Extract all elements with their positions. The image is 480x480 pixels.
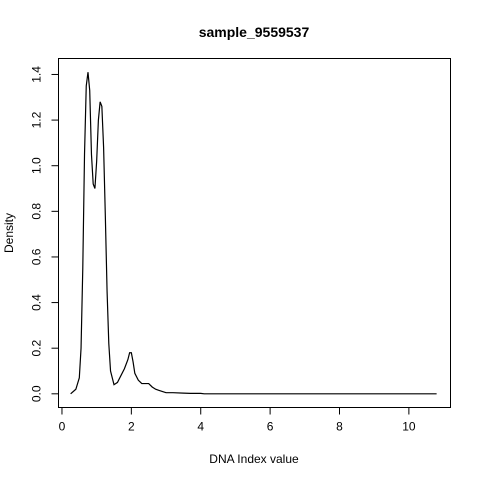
- x-axis: 0 2 4 6 8 10: [59, 407, 416, 434]
- x-tick-label: 0: [59, 420, 66, 434]
- plot-frame: [58, 58, 451, 408]
- y-tick-label: 0.6: [30, 248, 44, 265]
- y-tick-label: 1.4: [30, 66, 44, 83]
- x-tick-label: 6: [267, 420, 274, 434]
- y-tick-label: 1.0: [30, 157, 44, 174]
- y-axis: 0.0 0.2 0.4 0.6 0.8 1.0 1.2 1.4: [30, 66, 59, 402]
- x-tick-label: 8: [336, 420, 343, 434]
- x-tick-label: 2: [128, 420, 135, 434]
- y-tick-label: 1.2: [30, 111, 44, 128]
- y-tick-label: 0.2: [30, 340, 44, 357]
- x-axis-label: DNA Index value: [209, 452, 299, 466]
- x-tick-label: 10: [402, 420, 416, 434]
- y-tick-label: 0.4: [30, 294, 44, 311]
- chart-title: sample_9559537: [199, 24, 310, 40]
- y-tick-label: 0.0: [30, 385, 44, 402]
- x-tick-label: 4: [197, 420, 204, 434]
- y-tick-label: 0.8: [30, 203, 44, 220]
- y-axis-label: Density: [2, 213, 16, 253]
- density-curve: [70, 72, 437, 395]
